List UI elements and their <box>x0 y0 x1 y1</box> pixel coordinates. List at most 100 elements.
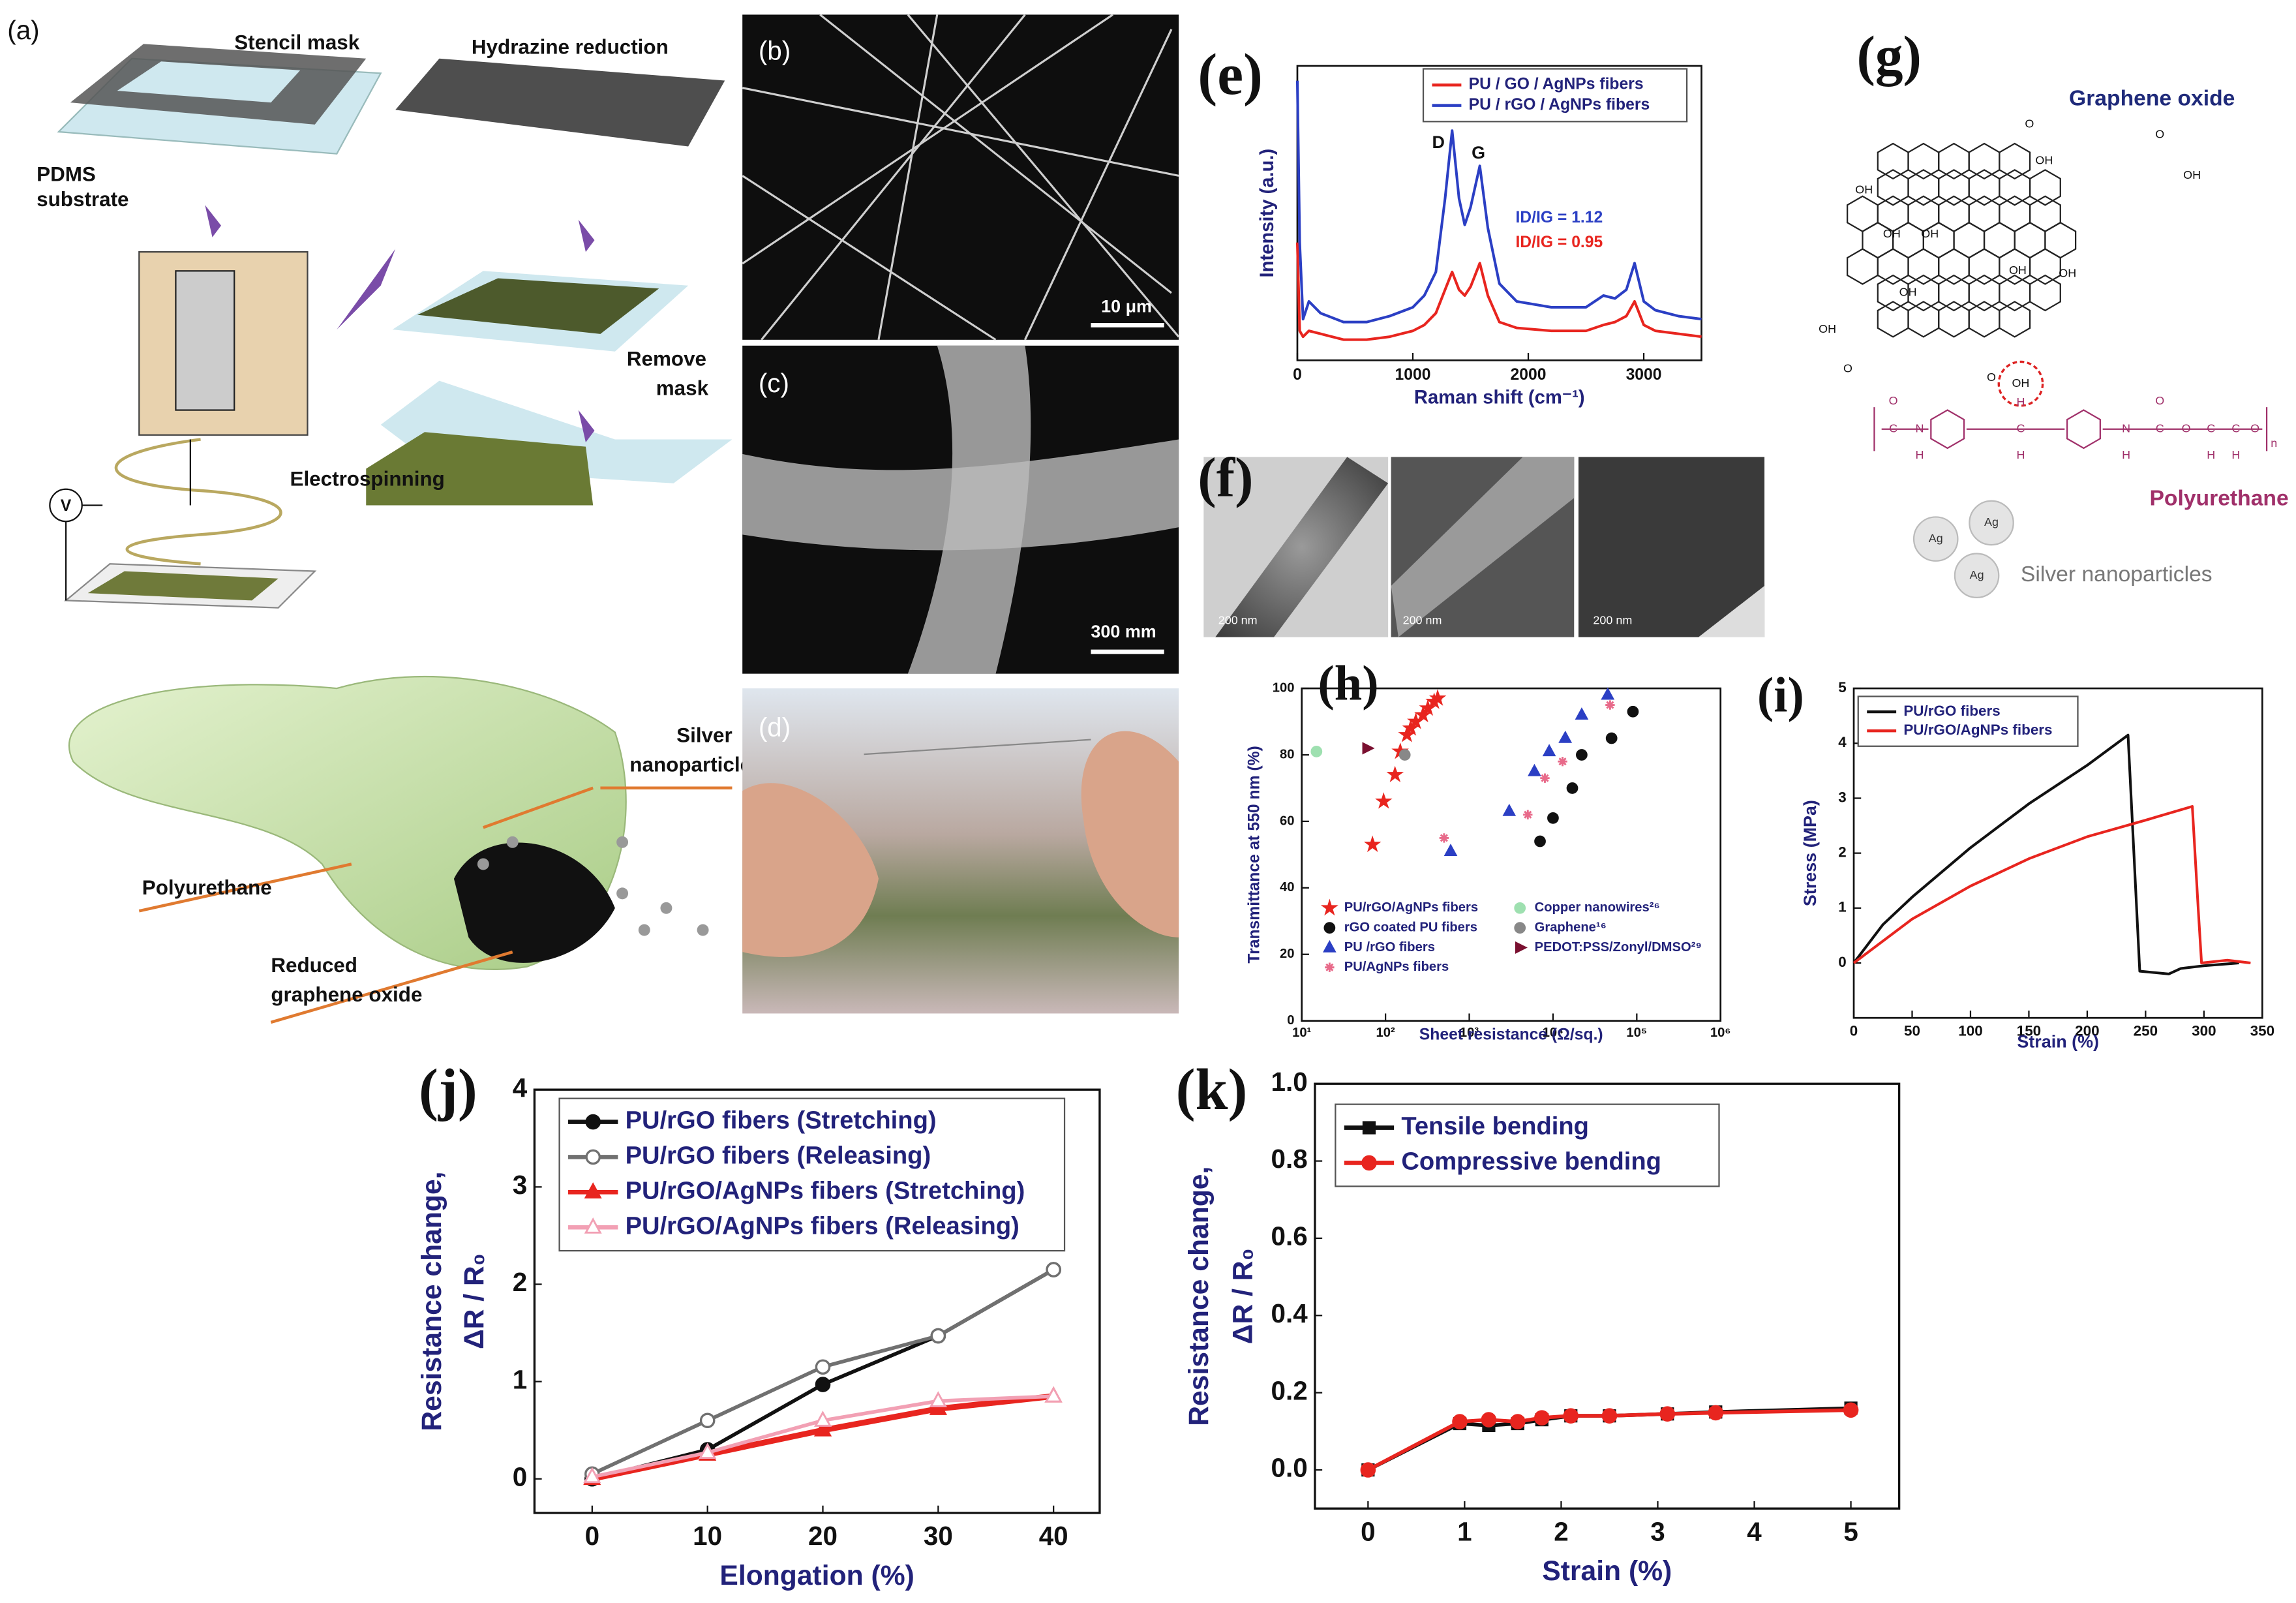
x-tick-label: 250 <box>2134 1022 2158 1039</box>
series-line <box>1367 1408 1851 1472</box>
legend-label: PU/rGO/AgNPs fibers (Releasing) <box>626 1212 1020 1240</box>
legend-label: PU/rGO/AgNPs fibers <box>1344 900 1478 915</box>
plot-frame <box>1314 1082 1901 1510</box>
x-tick-label: 10³ <box>1460 1026 1479 1040</box>
point <box>1360 1462 1376 1478</box>
x-tick-label: 10⁵ <box>1626 1026 1647 1040</box>
legend-marker <box>585 1149 601 1165</box>
scale-label: 10 μm <box>1101 297 1152 316</box>
panel-label: (c) <box>759 368 789 398</box>
group-label: O <box>2025 117 2034 130</box>
silver-particle <box>1954 553 2000 599</box>
x-tick-label: 40 <box>1039 1521 1068 1551</box>
x-tick-label: 50 <box>1904 1022 1920 1039</box>
point <box>1310 746 1323 757</box>
legend-frame <box>558 1097 1066 1252</box>
scale-label: 300 mm <box>1091 622 1156 641</box>
x-tick-label: 0 <box>1850 1022 1858 1039</box>
legend-marker <box>1323 939 1337 953</box>
ring <box>2029 195 2061 232</box>
point <box>699 1412 716 1429</box>
point <box>1601 1408 1618 1424</box>
chart: (i) 0 50 100 150 200 250 300 350 0 1 2 3 4 5 Strain (%)… <box>1757 667 2274 1052</box>
x-axis-label: Sheet resistance (Ω/sq.) <box>1419 1026 1603 1044</box>
annotation: D <box>1432 132 1445 152</box>
legend-label: PU/rGO fibers (Stretching) <box>626 1107 937 1135</box>
mesh <box>395 58 725 147</box>
legend-label: Compressive bending <box>1401 1147 1661 1175</box>
y-tick-label: 1 <box>513 1364 527 1394</box>
callout-lines <box>138 786 733 1024</box>
panel-label: (g) <box>1857 25 1922 87</box>
scale-label: 200 nm <box>1218 614 1258 627</box>
ring <box>1938 169 1970 206</box>
legend-frame <box>1857 695 2079 747</box>
x-tick-label: 3 <box>1650 1516 1665 1546</box>
finger <box>1081 731 1179 938</box>
atom-label: H <box>2231 448 2240 461</box>
ring <box>1938 142 1970 180</box>
silver-particles <box>477 836 709 936</box>
x-axis-label: Elongation (%) <box>719 1560 914 1591</box>
ring <box>1938 195 1970 232</box>
x-tick-label: 10⁶ <box>1710 1026 1731 1040</box>
x-tick-label: 300 <box>2192 1022 2216 1039</box>
x-tick-label: 350 <box>2250 1022 2274 1039</box>
point <box>1481 1412 1497 1427</box>
ring <box>1968 142 2001 180</box>
series-line <box>1852 733 2239 975</box>
label: PDMS <box>37 163 96 186</box>
legend-marker <box>1514 922 1526 934</box>
ring <box>1983 221 2016 259</box>
fiber-bundle <box>907 345 1031 674</box>
ring <box>2066 409 2101 450</box>
x-tick-label: 10⁴ <box>1543 1026 1563 1040</box>
atom-label: C <box>2231 421 2240 435</box>
label: Silver <box>676 724 733 746</box>
ring <box>1999 169 2031 206</box>
ring <box>1999 274 2031 312</box>
y-tick-label: 0 <box>1838 954 1846 970</box>
legend-marker <box>1325 962 1335 972</box>
atom-label: O <box>2155 394 2164 407</box>
y-tick-label: 40 <box>1280 880 1294 894</box>
y-axis-label: Intensity (a.u.) <box>1257 149 1278 278</box>
point <box>1439 833 1449 843</box>
mesh-2 <box>417 278 659 334</box>
ring <box>2029 248 2061 285</box>
point <box>1547 812 1559 824</box>
legend-label: Graphene¹⁶ <box>1535 920 1607 934</box>
spiral-jet <box>114 438 282 566</box>
ring <box>1938 301 1970 338</box>
y-tick-label: 0 <box>513 1461 527 1491</box>
x-axis-label: Strain (%) <box>2017 1031 2099 1051</box>
legend-marker <box>1323 922 1336 934</box>
atom-label: Ag <box>1929 532 1943 545</box>
annotation: ID/IG = 1.12 <box>1515 209 1603 226</box>
fiber-mat <box>87 571 279 601</box>
ring <box>1847 195 1879 232</box>
ring <box>1968 274 2001 312</box>
point <box>1558 757 1567 767</box>
point <box>1566 782 1578 794</box>
silver-particle <box>1969 500 2014 546</box>
patterned-fibers <box>366 432 594 506</box>
x-tick-label: 0 <box>1293 366 1302 384</box>
ring <box>1907 142 1940 180</box>
point <box>1563 1408 1579 1424</box>
series-line <box>591 1393 1054 1482</box>
x-axis-label: Strain (%) <box>1542 1555 1672 1587</box>
point <box>813 1411 832 1427</box>
x-tick-label: 200 <box>2075 1022 2099 1039</box>
y-tick-label: 1.0 <box>1271 1067 1308 1097</box>
structure-label: Graphene oxide <box>2069 87 2235 111</box>
atom-label: C <box>2016 421 2025 435</box>
x-axis-label: Raman shift (cm⁻¹) <box>1414 387 1585 408</box>
y-tick-label: 0 <box>1287 1013 1294 1028</box>
point <box>1542 744 1556 757</box>
point <box>1627 705 1639 718</box>
atom-label: O <box>2182 421 2191 435</box>
point <box>1659 1406 1676 1422</box>
